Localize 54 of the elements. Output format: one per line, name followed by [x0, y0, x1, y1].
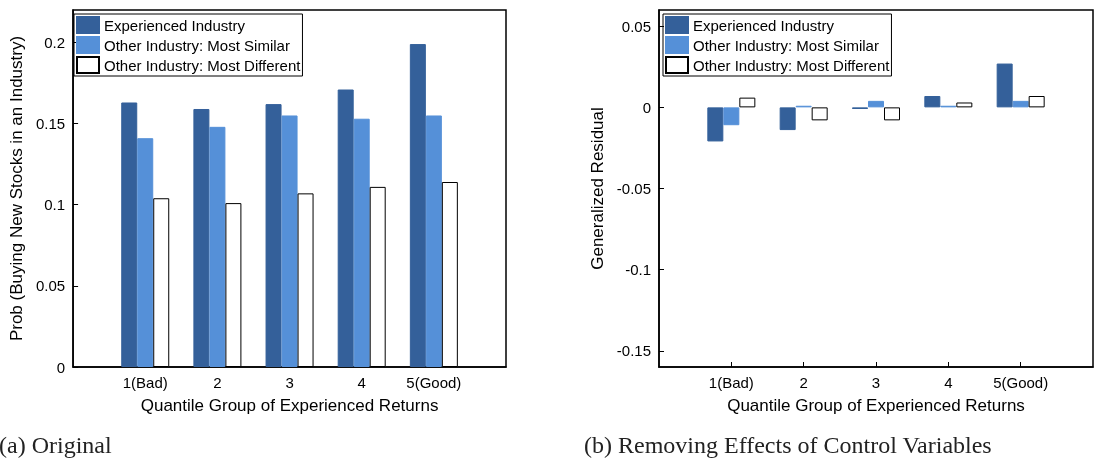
bar [121, 102, 138, 367]
bar [265, 104, 282, 367]
legend-label: Experienced Industry [693, 16, 835, 34]
legend-label: Other Industry: Most Similar [104, 36, 290, 54]
bar [1012, 100, 1029, 108]
x-tick-label: 2 [213, 374, 222, 391]
bar [1028, 96, 1045, 108]
legend-label: Experienced Industry [104, 16, 246, 34]
bar [425, 115, 442, 367]
x-tick-label: 5(Good) [406, 374, 462, 391]
bar [779, 107, 796, 131]
y-tick-label: -0.15 [616, 342, 651, 360]
x-tick-label: 3 [871, 374, 881, 391]
text: (a) Original [0, 432, 112, 458]
bar [956, 102, 973, 108]
y-tick-label: 0.05 [621, 17, 651, 35]
bar [209, 126, 226, 367]
bar [996, 63, 1013, 108]
y-tick-label: 0 [642, 98, 651, 116]
bar [281, 115, 298, 367]
x-tick-label: 1(Bad) [122, 374, 168, 391]
bar [337, 89, 354, 367]
y-tick-label: 0.1 [44, 196, 66, 214]
legend-label: Other Industry: Most Similar [693, 36, 879, 54]
bar [137, 138, 154, 367]
text: (b) Removing Effects of Control Variables [584, 432, 992, 458]
x-tick-label: 3 [285, 374, 294, 391]
x-tick-label: 1(Bad) [708, 374, 754, 391]
bar [723, 107, 740, 126]
bar [409, 44, 426, 367]
legend-label: Other Industry: Most Different [104, 56, 302, 74]
bar [811, 107, 828, 121]
bar [884, 107, 900, 121]
y-tick-label: 0 [56, 358, 66, 376]
x-tick-label: 2 [799, 374, 808, 391]
legend-label: Other Industry: Most Different [693, 56, 891, 74]
bar [353, 118, 370, 367]
y-tick-label: -0.1 [625, 261, 651, 279]
bar [707, 107, 724, 142]
y-tick-label: 0.05 [35, 277, 66, 295]
y-axis-title: Prob (Buying New Stocks in an Industry) [7, 35, 26, 342]
x-axis-title: Quantile Group of Experienced Returns [140, 396, 439, 415]
y-tick-label: -0.05 [616, 180, 651, 197]
bar [193, 108, 210, 367]
y-axis-title: Generalized Residual [587, 107, 607, 270]
bar [868, 100, 884, 108]
x-axis-title: Quantile Group of Experienced Returns [727, 396, 1025, 415]
y-tick-label: 0.2 [44, 33, 66, 51]
y-tick-label: 0.15 [35, 115, 66, 133]
x-tick-label: 5(Good) [993, 374, 1049, 391]
bar [924, 96, 941, 108]
x-tick-label: 4 [944, 374, 953, 391]
bar [739, 97, 756, 108]
x-tick-label: 4 [357, 374, 366, 391]
